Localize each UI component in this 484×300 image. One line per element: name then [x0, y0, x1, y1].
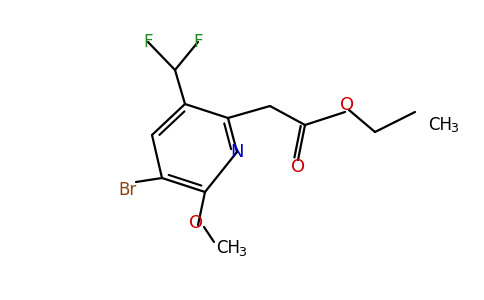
Text: 3: 3 — [238, 245, 246, 259]
Text: O: O — [291, 158, 305, 176]
Text: CH: CH — [216, 239, 240, 257]
Text: Br: Br — [119, 181, 137, 199]
Text: CH: CH — [428, 116, 452, 134]
Text: 3: 3 — [450, 122, 458, 136]
Text: O: O — [189, 214, 203, 232]
Text: F: F — [193, 33, 203, 51]
Text: O: O — [340, 96, 354, 114]
Text: F: F — [143, 33, 153, 51]
Text: N: N — [230, 143, 244, 161]
